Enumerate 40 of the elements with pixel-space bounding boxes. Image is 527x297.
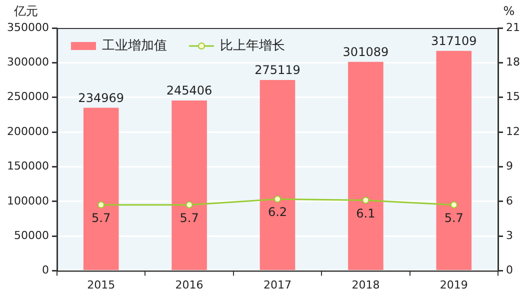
data-label: 301089 [342,45,389,60]
x-tick-label: 2017 [263,278,292,292]
x-tick-label: 2019 [440,278,468,292]
bar [83,108,119,270]
y-tick-label: 150000 [6,160,49,173]
data-label: 245406 [166,84,212,98]
y-tick-label: 100000 [6,194,49,208]
y2-tick-label: 3 [506,228,514,242]
y2-tick-label: 9 [506,160,514,173]
data-label: 6.2 [268,205,288,220]
y2-tick-label: 18 [506,56,520,69]
legend-label: 比上年增长 [220,38,285,54]
data-label: 275119 [254,63,300,78]
y-tick-label: 50000 [14,228,49,242]
bar [436,50,472,270]
x-tick-label: 2016 [175,278,204,292]
data-label: 5.7 [92,211,111,226]
x-tick-label: 2018 [352,278,380,292]
data-label: 5.7 [180,211,199,226]
data-label: 6.1 [356,206,376,220]
data-label: 234969 [78,90,124,105]
y-tick-label: 300000 [6,56,49,69]
y2-tick-label: 15 [506,90,520,104]
x-tick-label: 2015 [87,278,116,292]
y2-tick-label: 12 [506,124,520,138]
data-label: 5.7 [444,211,464,226]
bar [260,80,296,270]
y2-tick-label: 0 [506,264,514,277]
y-tick-label: 200000 [6,124,49,138]
y2-tick-label: 21 [506,20,520,34]
bar [348,62,384,270]
y-tick-label: 250000 [6,90,49,104]
y2-tick-label: 6 [506,194,514,208]
y-tick-label: 350000 [6,20,49,34]
y-tick-label: 0 [42,264,49,277]
legend-label: 工业增加值 [102,38,167,54]
bar [172,100,207,270]
y-axis-title: 亿元 [13,4,38,18]
data-label: 317109 [430,34,477,48]
y2-axis-title: % [503,4,515,18]
